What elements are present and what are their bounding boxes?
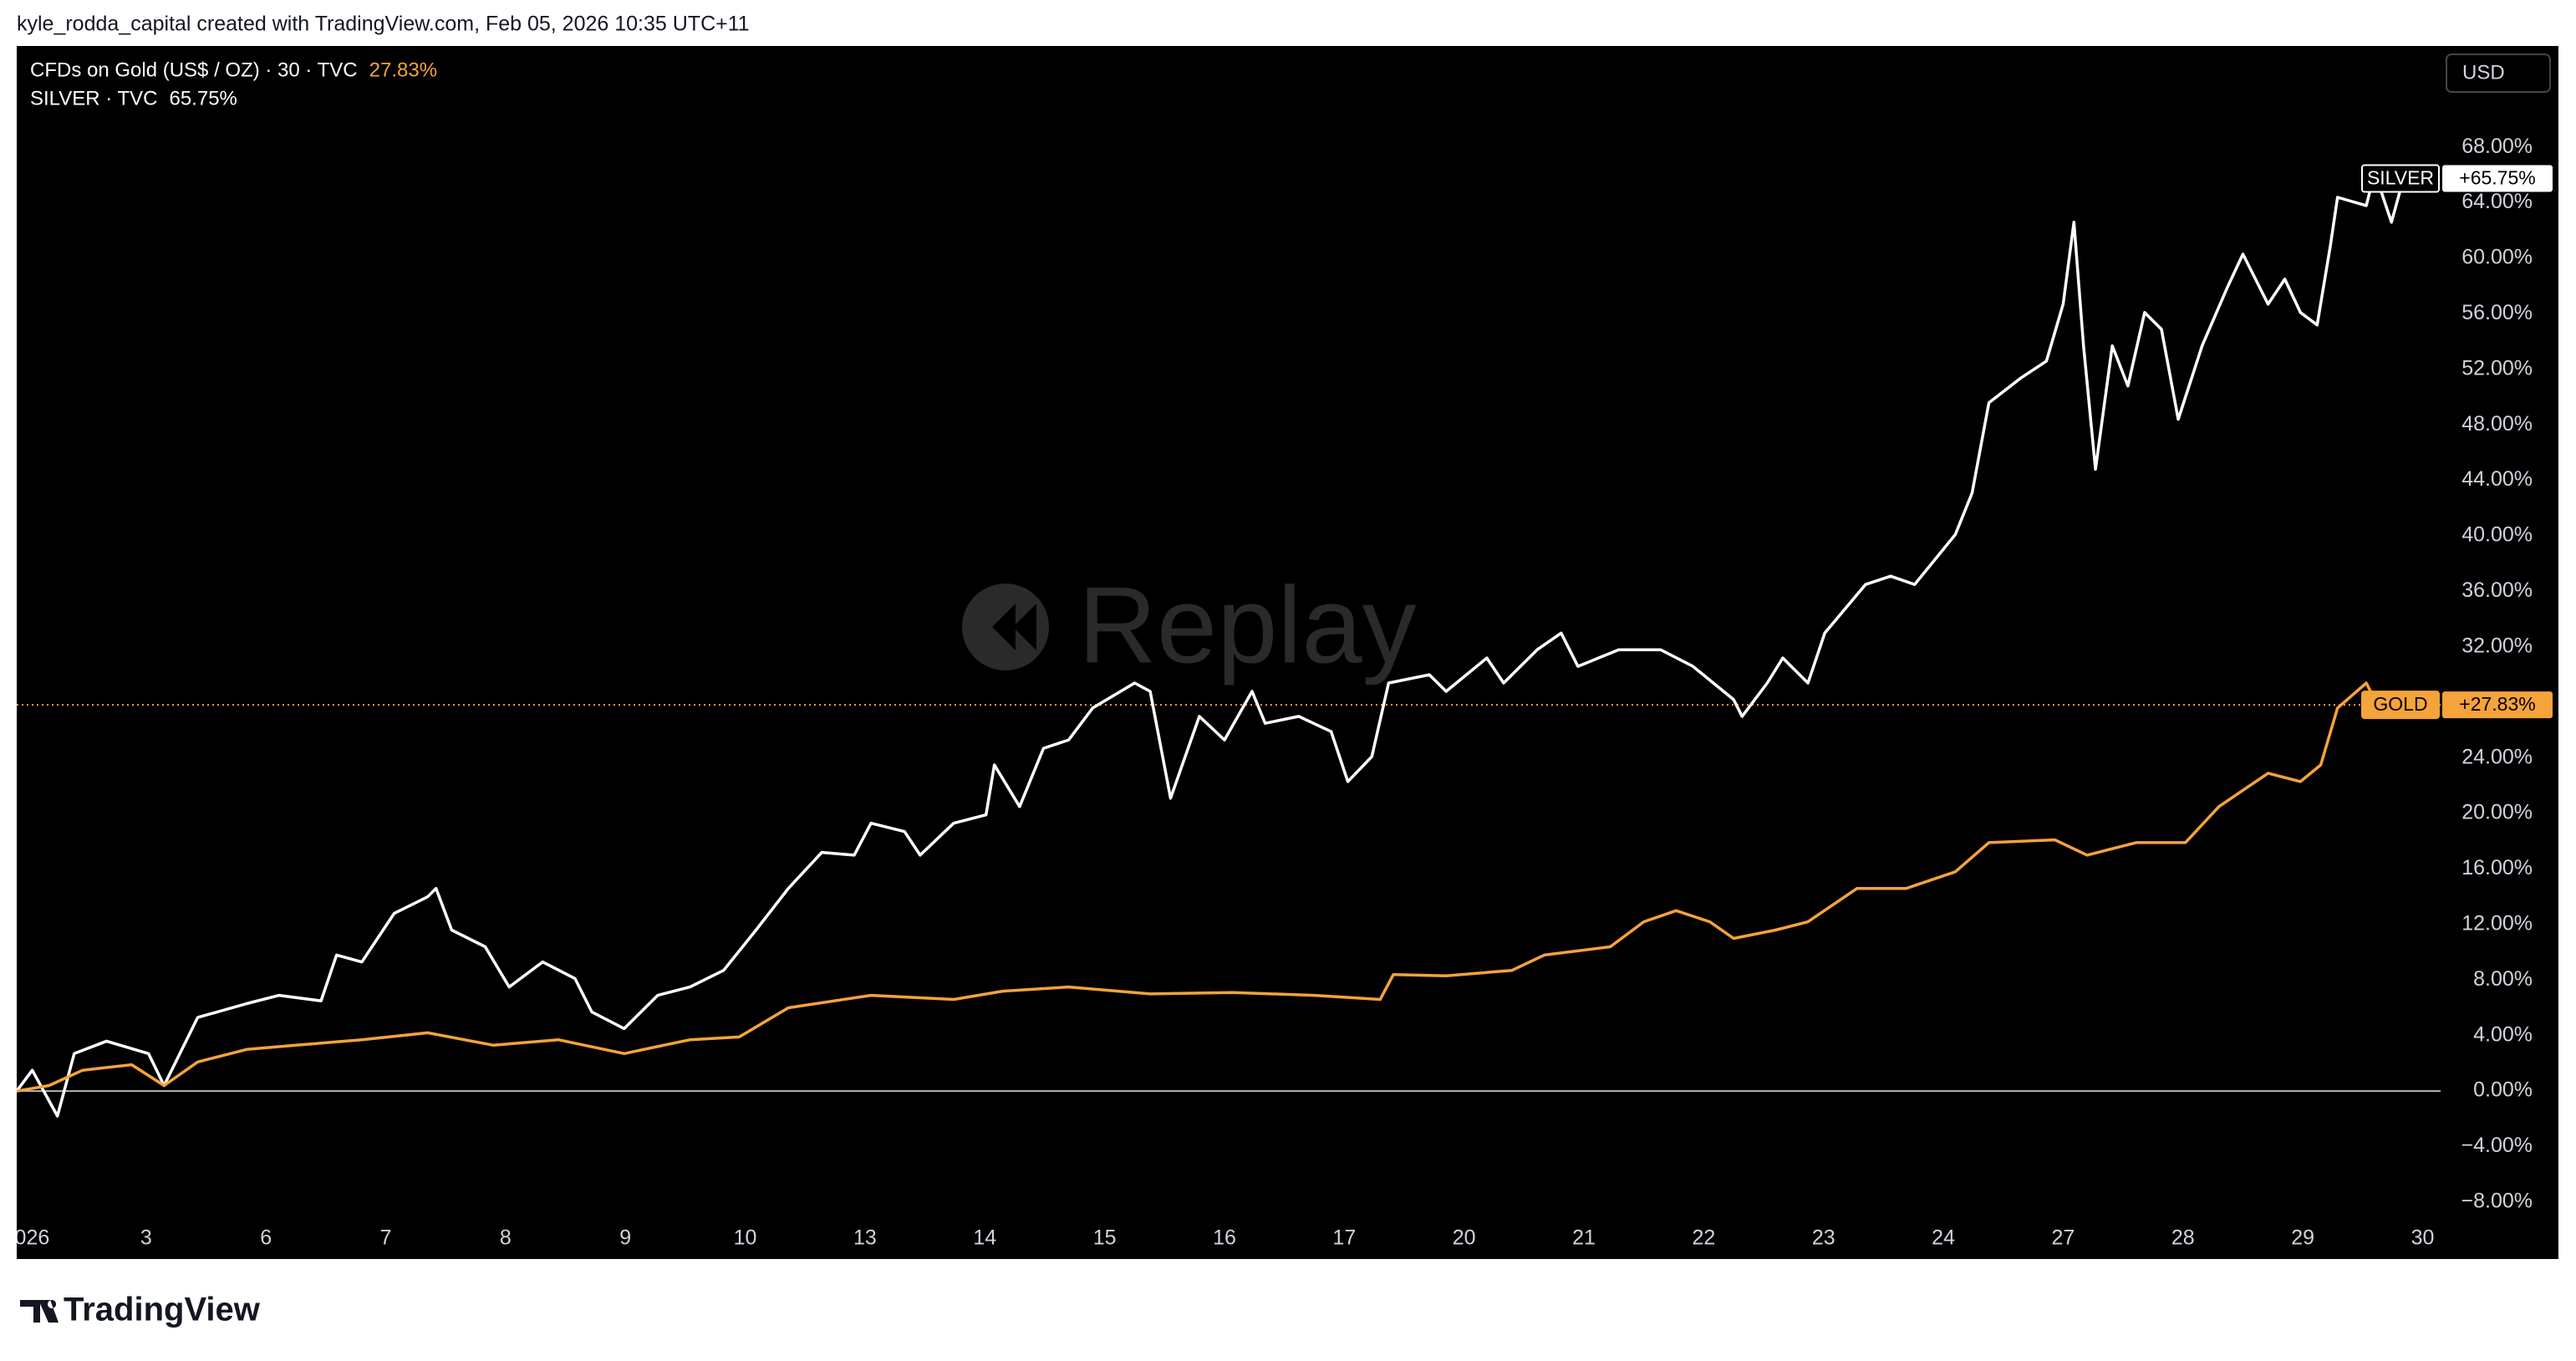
- logo: TradingView: [20, 1292, 261, 1328]
- y-tick-label: 44.00%: [2461, 467, 2533, 491]
- y-tick-label: 16.00%: [2461, 856, 2533, 879]
- y-tick-label: 24.00%: [2461, 745, 2533, 768]
- x-tick-label: 22: [1692, 1226, 1715, 1250]
- price-tag: SILVER: [2367, 167, 2434, 189]
- logo-icon: [20, 1300, 59, 1323]
- price-label: +65.75%: [2459, 167, 2535, 189]
- watermark-icon-arrows: [992, 604, 1036, 650]
- x-tick-label: 17: [1332, 1226, 1356, 1250]
- price-tag-box: [2361, 164, 2440, 193]
- x-tick-label: 3: [140, 1226, 152, 1250]
- x-tick-label: 15: [1093, 1226, 1117, 1250]
- y-tick-label: 56.00%: [2461, 301, 2533, 324]
- legend-name: SILVER · TVC: [30, 87, 157, 110]
- x-tick-label: 29: [2291, 1226, 2314, 1250]
- x-tick-label: 9: [619, 1226, 631, 1250]
- price-label-box: [2442, 691, 2553, 719]
- y-tick-label: 68.00%: [2461, 135, 2533, 158]
- y-tick-label: 36.00%: [2461, 579, 2533, 602]
- y-tick-label: 0.00%: [2473, 1078, 2533, 1102]
- price-tag: GOLD: [2373, 693, 2427, 715]
- watermark-text: Replay: [1078, 563, 1417, 686]
- x-tick-label: 8: [500, 1226, 512, 1250]
- legend-name: CFDs on Gold (US$ / OZ) · 30 · TVC: [30, 59, 358, 81]
- plot: [17, 171, 2441, 1118]
- overlay: GOLD +27.83% CFDs on Gold (US$ / OZ) · 30 …: [30, 59, 2553, 720]
- y-tick-label: 4.00%: [2473, 1022, 2533, 1046]
- logo-text: TradingView: [64, 1292, 261, 1328]
- chart-area: [17, 46, 2558, 1259]
- series-line: [17, 171, 2405, 1118]
- x-tick-label: 28: [2171, 1226, 2195, 1250]
- x-tick-label: 13: [853, 1226, 877, 1250]
- x-tick-label: 20: [1453, 1226, 1476, 1250]
- y-tick-label: 20.00%: [2461, 801, 2533, 824]
- x-tick-label: 24: [1932, 1226, 1955, 1250]
- price-label: +27.83%: [2459, 693, 2535, 715]
- x-tick-label: 14: [973, 1226, 996, 1250]
- attribution: kyle_rodda_capital created with TradingV…: [17, 13, 750, 36]
- x-tick-label: 21: [1572, 1226, 1596, 1250]
- x-tick-label: 27: [2052, 1226, 2075, 1250]
- price-tag-box: [2361, 691, 2440, 720]
- x-tick-label: 23: [1812, 1226, 1835, 1250]
- y-tick-label: 32.00%: [2461, 634, 2533, 657]
- series-line: [17, 681, 2404, 1093]
- currency-button[interactable]: [2446, 54, 2551, 93]
- y-tick-label: 8.00%: [2473, 967, 2533, 991]
- y-tick-label: 52.00%: [2461, 356, 2533, 380]
- watermark: Replay: [962, 563, 1417, 686]
- x-tick-label: 2026: [3, 1226, 50, 1250]
- currency-label[interactable]: USD: [2462, 61, 2505, 84]
- legend-value: 27.83%: [369, 59, 437, 81]
- y-tick-label: 60.00%: [2461, 246, 2533, 269]
- y-tick-label: 40.00%: [2461, 523, 2533, 547]
- y-tick-label: 48.00%: [2461, 412, 2533, 436]
- y-tick-label: 12.00%: [2461, 912, 2533, 935]
- y-tick-label: 64.00%: [2461, 190, 2533, 213]
- x-tick-label: 7: [380, 1226, 392, 1250]
- x-tick-label: 10: [734, 1226, 757, 1250]
- x-tick-label: 6: [260, 1226, 272, 1250]
- y-tick-label: −8.00%: [2461, 1190, 2533, 1213]
- y-tick-label: −4.00%: [2461, 1134, 2533, 1157]
- x-tick-label: 30: [2411, 1226, 2435, 1250]
- price-label-box: [2442, 165, 2553, 192]
- legend-value: 65.75%: [169, 87, 237, 110]
- x-tick-label: 16: [1213, 1226, 1236, 1250]
